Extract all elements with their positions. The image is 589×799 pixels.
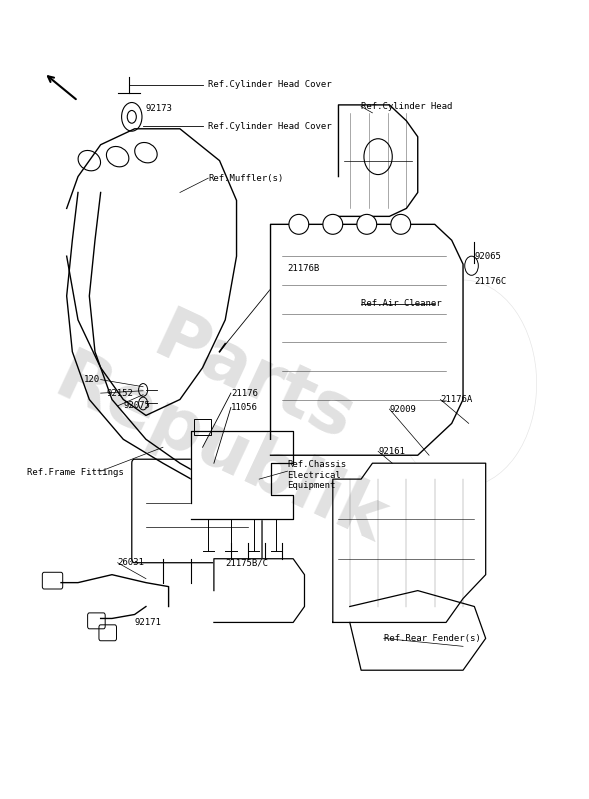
- Circle shape: [138, 397, 148, 410]
- Polygon shape: [333, 463, 486, 622]
- Ellipse shape: [323, 214, 343, 234]
- Text: Ref.Rear Fender(s): Ref.Rear Fender(s): [384, 634, 481, 643]
- Text: Parts
Republik: Parts Republik: [43, 272, 430, 559]
- Text: Ref.Cylinder Head Cover: Ref.Cylinder Head Cover: [209, 122, 332, 131]
- Circle shape: [138, 384, 148, 396]
- Text: Ref.Cylinder Head Cover: Ref.Cylinder Head Cover: [209, 81, 332, 89]
- Text: 92161: 92161: [378, 447, 405, 455]
- Text: Ref.Chassis
Electrical
Equipment: Ref.Chassis Electrical Equipment: [287, 460, 347, 490]
- Text: 26031: 26031: [118, 559, 144, 567]
- Polygon shape: [339, 105, 418, 217]
- Text: 120: 120: [84, 375, 100, 384]
- Text: 21176B: 21176B: [287, 264, 320, 272]
- Polygon shape: [350, 590, 486, 670]
- Bar: [194, 419, 211, 435]
- Text: 92065: 92065: [474, 252, 501, 260]
- Ellipse shape: [357, 214, 377, 234]
- Text: 92075: 92075: [123, 401, 150, 411]
- Text: 21176A: 21176A: [441, 395, 472, 404]
- Text: 92152: 92152: [106, 388, 133, 398]
- Text: Ref.Air Cleaner: Ref.Air Cleaner: [361, 300, 442, 308]
- Text: 21175B/C: 21175B/C: [225, 559, 268, 567]
- Polygon shape: [270, 225, 463, 455]
- Text: 92173: 92173: [146, 104, 173, 113]
- Text: 11056: 11056: [231, 403, 258, 412]
- Text: 92171: 92171: [135, 618, 161, 627]
- Text: 92009: 92009: [389, 404, 416, 414]
- Ellipse shape: [289, 214, 309, 234]
- Ellipse shape: [391, 214, 411, 234]
- Polygon shape: [191, 431, 293, 519]
- Text: Ref.Muffler(s): Ref.Muffler(s): [209, 173, 283, 183]
- Polygon shape: [214, 559, 305, 622]
- Text: Ref.Frame Fittings: Ref.Frame Fittings: [27, 468, 124, 477]
- Text: 21176: 21176: [231, 388, 258, 398]
- Text: 21176C: 21176C: [474, 277, 507, 286]
- Text: Ref.Cylinder Head: Ref.Cylinder Head: [361, 102, 452, 111]
